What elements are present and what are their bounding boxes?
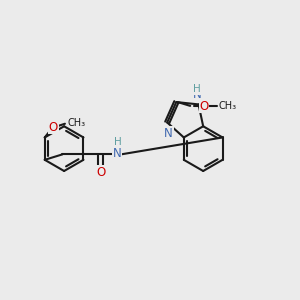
Text: N: N bbox=[193, 88, 202, 101]
Text: N: N bbox=[112, 147, 122, 160]
Text: H: H bbox=[114, 137, 122, 147]
Text: O: O bbox=[96, 166, 105, 178]
Text: O: O bbox=[199, 100, 208, 113]
Text: CH₃: CH₃ bbox=[67, 118, 85, 128]
Text: CH₃: CH₃ bbox=[218, 101, 236, 111]
Text: N: N bbox=[164, 127, 173, 140]
Text: O: O bbox=[49, 121, 58, 134]
Text: H: H bbox=[193, 84, 201, 94]
